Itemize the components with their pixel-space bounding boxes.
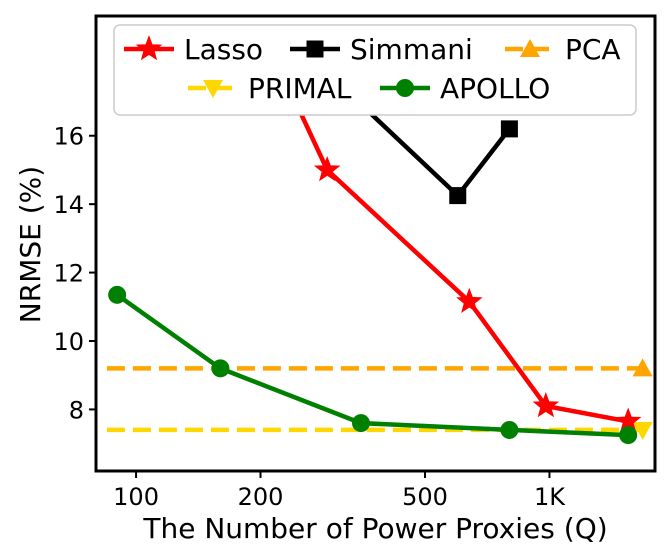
x-axis-label: The Number of Power Proxies (Q): [142, 512, 607, 545]
lasso-line: [294, 103, 629, 424]
apollo-point: [108, 285, 127, 304]
axes-frame: [94, 14, 657, 473]
x-tick-label: 500: [402, 483, 448, 511]
legend-apollo-marker: [396, 79, 414, 97]
y-axis-label: NRMSE (%): [14, 166, 47, 323]
legend-pca-label: PCA: [565, 33, 621, 66]
pca-point: [632, 358, 653, 377]
y-tick-label: 16: [53, 123, 84, 151]
x-tick-label: 200: [238, 483, 284, 511]
legend-simmani-label: Simmani: [350, 33, 473, 66]
y-tick-label: 10: [53, 328, 84, 356]
apollo-point: [619, 426, 638, 445]
legend-lasso-marker: [135, 35, 163, 61]
apollo-point: [500, 420, 519, 439]
legend-apollo-label: APOLLO: [440, 72, 550, 105]
simmani-line: [361, 105, 512, 198]
simmani-point: [500, 120, 518, 138]
legend: Lasso Simmani PCA PRIMAL APOLLO: [113, 24, 637, 116]
y-tick-label: 8: [69, 396, 84, 424]
y-tick-label: 14: [53, 191, 84, 219]
simmani-point: [449, 187, 467, 205]
primal-point: [632, 421, 653, 440]
legend-lasso-label: Lasso: [184, 33, 263, 66]
lasso-point: [456, 287, 483, 313]
lasso-point: [313, 155, 341, 182]
lasso-point: [532, 392, 560, 418]
legend-primal-marker: [203, 80, 223, 98]
x-tick-label: 1K: [534, 483, 566, 511]
plot-area: [106, 90, 653, 445]
legend-primal-label: PRIMAL: [248, 72, 352, 105]
legend-simmani-marker: [306, 40, 324, 58]
axis-ticks: 100 200 500 1K 8 10 12 14 16: [53, 123, 566, 511]
y-tick-label: 12: [53, 260, 84, 288]
apollo-point: [351, 414, 370, 433]
x-tick-label: 100: [113, 483, 159, 511]
apollo-point: [211, 359, 230, 378]
legend-pca-marker: [520, 39, 540, 57]
